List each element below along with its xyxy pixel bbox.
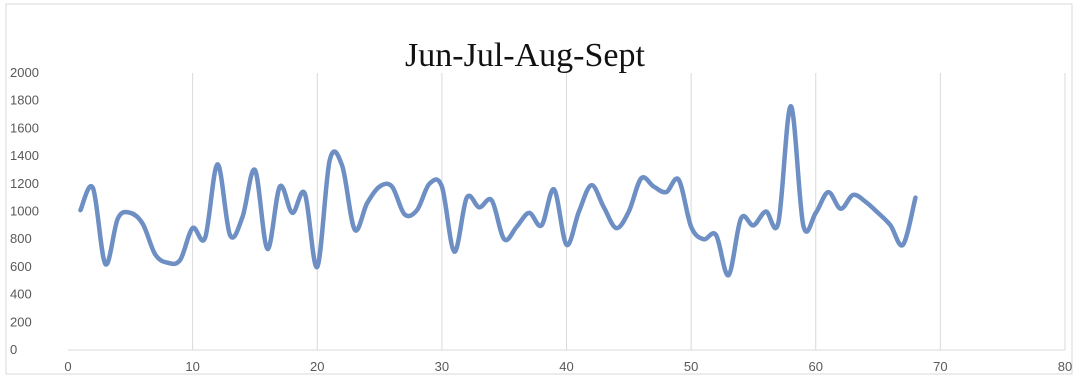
y-tick-label: 800 [10,231,32,246]
y-tick-label: 1400 [10,148,39,163]
data-point [864,200,868,204]
data-point [402,212,406,216]
data-point [889,223,893,227]
data-point [627,210,631,214]
data-point [565,243,569,247]
y-tick-label: 600 [10,259,32,274]
data-point [78,208,82,212]
data-point [153,252,157,256]
data-point [589,183,593,187]
data-point [340,164,344,168]
data-point [702,237,706,241]
data-point [851,193,855,197]
data-point [527,211,531,215]
series-line-0 [78,103,918,278]
y-tick-label: 400 [10,287,32,302]
data-point [502,237,506,241]
data-point [452,250,456,254]
data-point [415,208,419,212]
data-point [365,201,369,205]
data-point [440,185,444,189]
data-point [764,210,768,214]
data-point [826,190,830,194]
data-point [727,273,731,277]
data-point [876,211,880,215]
data-point [240,215,244,219]
data-point [677,178,681,182]
data-point [166,261,170,265]
data-point [639,176,643,180]
chart-area-border [5,3,1073,375]
data-point [664,190,668,194]
data-point [427,182,431,186]
data-point [328,158,332,162]
data-point [801,223,805,227]
data-point [540,223,544,227]
data-point [353,228,357,232]
data-point [652,185,656,189]
data-point [913,196,917,200]
data-point [315,265,319,269]
data-point [714,233,718,237]
data-point [91,186,95,190]
data-point [602,205,606,209]
x-tick-label: 20 [310,359,324,374]
data-point [228,233,232,237]
x-tick-label: 70 [933,359,947,374]
data-point [689,225,693,229]
data-point [290,211,294,215]
data-point [490,198,494,202]
y-axis: 0 200 400 600 800 1000 1200 1400 1600 1800 2000 [10,65,39,357]
y-tick-label: 0 [10,342,17,357]
data-point [839,207,843,211]
x-axis: 0 10 20 30 40 50 60 70 80 [64,349,1072,374]
data-point [776,221,780,225]
data-point [577,210,581,214]
x-tick-label: 30 [435,359,449,374]
data-point [477,205,481,209]
data-point [103,262,107,266]
data-point [141,222,145,226]
data-point [901,243,905,247]
x-tick-label: 10 [185,359,199,374]
data-point [253,168,257,172]
data-point [191,226,195,230]
data-point [614,226,618,230]
data-point [378,185,382,189]
x-tick-label: 0 [64,359,71,374]
y-tick-label: 200 [10,314,32,329]
data-point [552,187,556,191]
data-point [278,185,282,189]
y-tick-label: 2000 [10,65,39,80]
x-tick-label: 50 [684,359,698,374]
data-point [814,211,818,215]
series-group [78,103,918,278]
data-point [203,236,207,240]
data-point [216,162,220,166]
data-point [465,196,469,200]
data-point [789,104,793,108]
y-tick-label: 1800 [10,93,39,108]
data-point [178,258,182,262]
data-point [515,225,519,229]
y-tick-label: 1600 [10,120,39,135]
data-point [116,216,120,220]
chart-title: Jun-Jul-Aug-Sept [405,37,645,74]
data-point [390,185,394,189]
data-point [303,192,307,196]
x-tick-label: 60 [809,359,823,374]
data-point [128,211,132,215]
x-tick-label: 80 [1058,359,1072,374]
x-tick-label: 40 [559,359,573,374]
data-point [265,247,269,251]
y-tick-label: 1200 [10,176,39,191]
y-tick-label: 1000 [10,204,39,219]
data-point [739,216,743,220]
data-point [751,223,755,227]
